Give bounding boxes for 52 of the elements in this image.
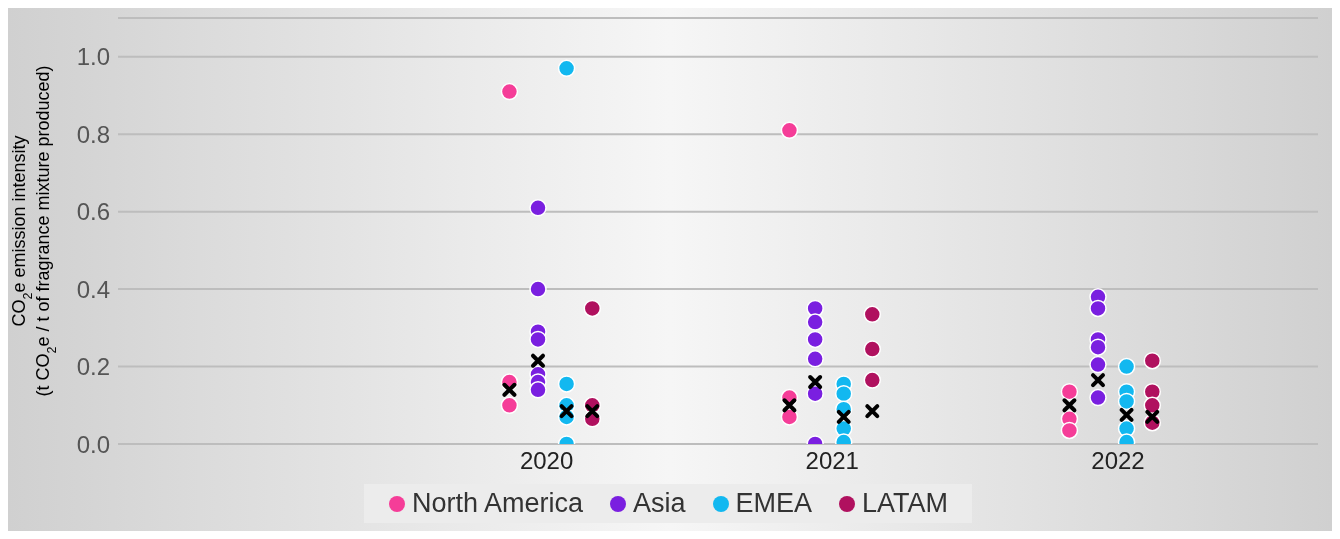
point: [500, 82, 519, 101]
point: [863, 371, 882, 389]
y-tick-label: 0.2: [76, 353, 110, 381]
point: [865, 404, 880, 419]
point: [863, 340, 882, 358]
point: [806, 384, 824, 403]
point: [1060, 382, 1079, 401]
y-tick-label: 0.8: [76, 120, 110, 148]
point: [529, 280, 547, 298]
y-tick-label: 0.0: [76, 430, 110, 458]
point: [1062, 398, 1077, 413]
point: [1089, 388, 1107, 407]
point: [1145, 409, 1160, 424]
y-tick-label: 0.6: [76, 198, 110, 226]
point: [531, 353, 545, 368]
point: [1117, 392, 1136, 411]
point: [1119, 407, 1134, 422]
point: [782, 398, 797, 413]
point: [806, 350, 824, 368]
point: [583, 299, 602, 318]
point: [1091, 373, 1105, 388]
point: [557, 59, 576, 78]
legend-label: EMEA: [734, 488, 813, 519]
point: [529, 199, 547, 217]
point: [1143, 351, 1162, 370]
point: [806, 313, 824, 331]
legend-label: North America: [410, 488, 583, 519]
point: [502, 382, 517, 397]
point: [529, 381, 547, 399]
x-tick-label: 2020: [519, 447, 574, 475]
point: [834, 384, 853, 403]
point: [1089, 338, 1107, 356]
point: [808, 375, 823, 390]
point: [806, 330, 824, 349]
point: [1117, 357, 1136, 376]
legend-label: LATAM: [861, 488, 949, 519]
point: [1060, 421, 1079, 440]
point: [863, 305, 882, 324]
point: [529, 330, 547, 349]
legend-label: Asia: [632, 488, 686, 519]
y-tick-label: 0.4: [76, 275, 110, 303]
point: [1089, 355, 1107, 374]
point: [585, 404, 600, 419]
point: [780, 121, 799, 140]
point: [1089, 299, 1107, 318]
y-tick-label: 1.0: [76, 43, 110, 71]
point: [500, 396, 519, 415]
x-tick-label: 2021: [805, 447, 859, 475]
x-tick-label: 2022: [1091, 447, 1145, 475]
point: [557, 375, 576, 393]
point: [559, 404, 574, 419]
point: [836, 409, 851, 424]
